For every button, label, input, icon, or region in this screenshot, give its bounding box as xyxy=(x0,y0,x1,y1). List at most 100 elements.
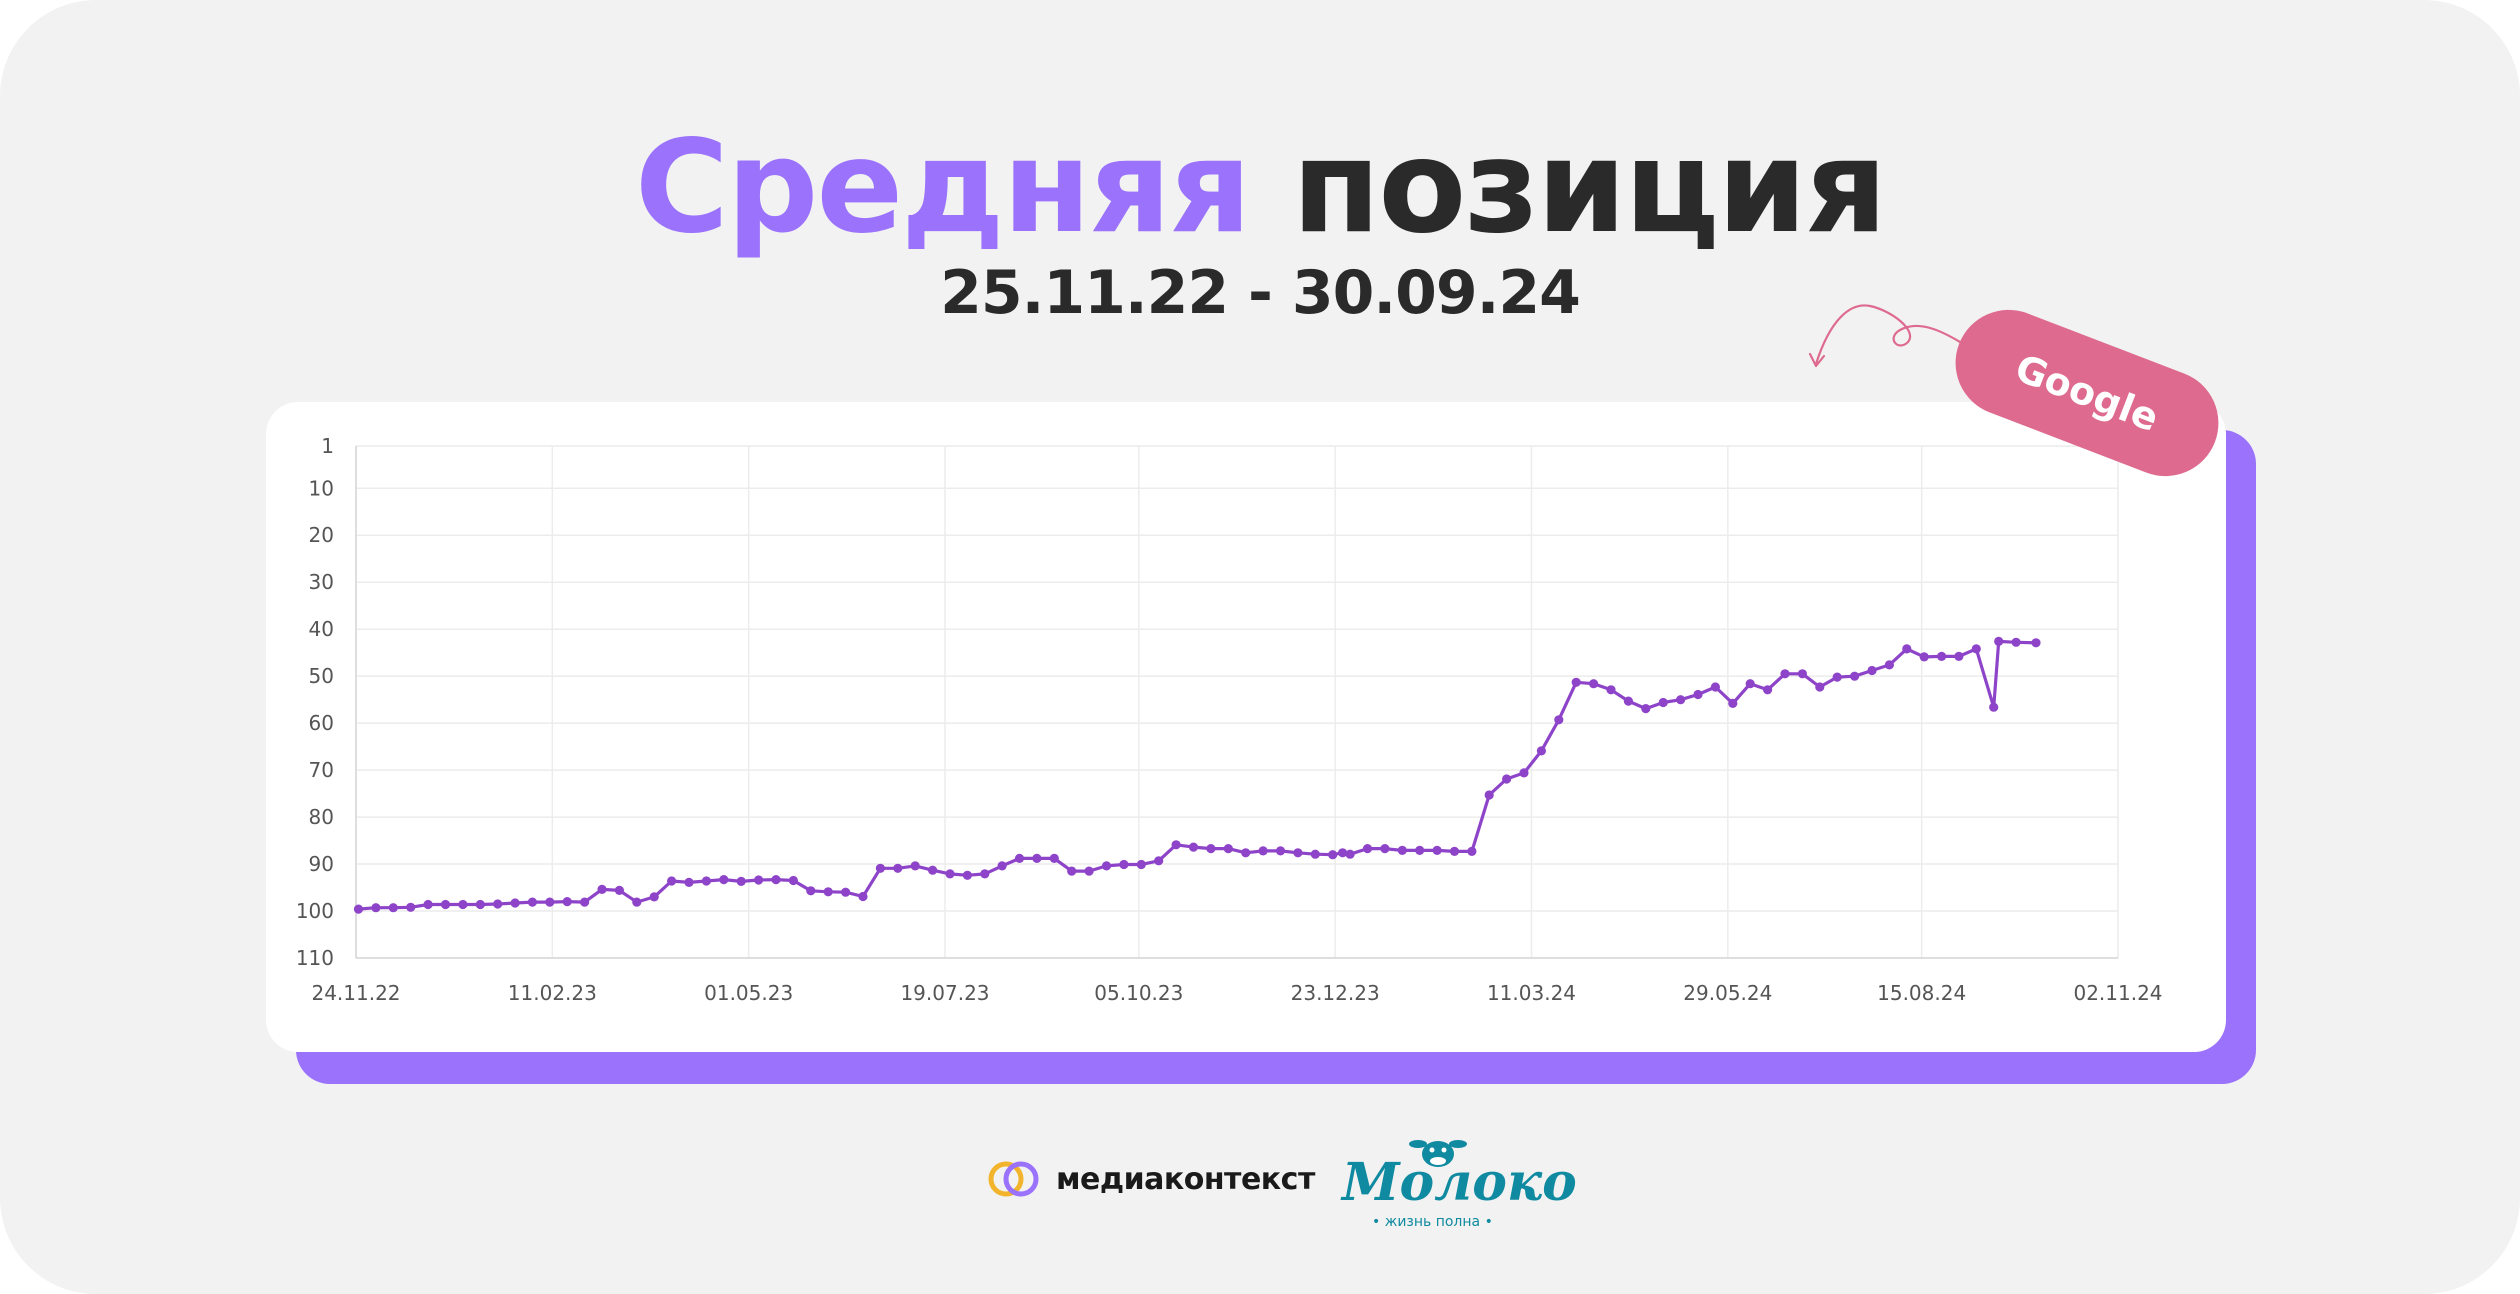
data-point xyxy=(1763,685,1773,695)
data-point xyxy=(1902,644,1912,654)
data-point xyxy=(406,902,416,912)
data-point xyxy=(1014,853,1025,863)
data-point xyxy=(1693,689,1703,700)
data-point xyxy=(1119,859,1129,870)
data-point xyxy=(1206,844,1216,854)
data-point xyxy=(910,861,920,871)
data-point xyxy=(1994,636,2004,646)
y-tick-label: 40 xyxy=(309,617,334,641)
data-point xyxy=(1728,698,1738,708)
x-tick-label: 11.02.23 xyxy=(508,981,597,1005)
y-tick-label: 100 xyxy=(296,899,334,923)
data-point xyxy=(1171,840,1181,850)
data-point xyxy=(545,897,555,907)
data-point xyxy=(1850,671,1860,681)
data-point xyxy=(1154,856,1164,866)
data-point xyxy=(1676,695,1686,705)
y-tick-label: 20 xyxy=(309,523,334,547)
data-point xyxy=(1328,850,1338,860)
data-point xyxy=(1049,853,1059,863)
data-point xyxy=(1293,848,1303,858)
y-tick-label: 90 xyxy=(309,852,334,876)
data-point xyxy=(1258,846,1268,856)
data-point xyxy=(1484,790,1494,800)
data-point xyxy=(719,875,729,885)
x-tick-label: 01.05.23 xyxy=(704,981,793,1005)
data-point xyxy=(1623,696,1633,706)
data-point xyxy=(475,899,485,910)
data-point xyxy=(962,870,973,880)
y-tick-label: 60 xyxy=(309,711,334,735)
title-accent-word: Средняя xyxy=(634,113,1252,262)
data-point xyxy=(1338,848,1348,858)
data-point xyxy=(945,869,955,879)
data-point xyxy=(858,891,868,902)
data-point xyxy=(1362,844,1373,854)
data-point xyxy=(614,885,624,895)
data-point xyxy=(632,897,642,907)
data-point xyxy=(1275,846,1286,856)
data-point xyxy=(580,897,590,907)
data-point xyxy=(823,887,833,897)
data-point xyxy=(1380,844,1390,854)
logo-mediacontext: медиаконтекст xyxy=(986,1154,1315,1204)
logo-moloko: Молоко • жизнь полна • xyxy=(1338,1132,1577,1232)
y-tick-label: 70 xyxy=(309,758,334,782)
data-point xyxy=(2031,638,2041,648)
data-point xyxy=(736,876,746,886)
data-point xyxy=(1310,849,1320,859)
data-point xyxy=(1884,660,1894,670)
data-point xyxy=(423,899,433,910)
data-point xyxy=(1815,682,1825,692)
x-tick-label: 19.07.23 xyxy=(900,981,989,1005)
data-point xyxy=(353,904,364,914)
data-point xyxy=(562,897,572,907)
date-range: 25.11.22 - 30.09.24 xyxy=(940,258,1581,328)
data-point xyxy=(1971,644,1981,654)
data-point xyxy=(1188,842,1199,852)
data-point xyxy=(684,877,694,887)
data-point xyxy=(841,887,851,897)
data-point xyxy=(980,869,990,879)
data-point xyxy=(788,875,799,886)
brand-left-name: медиаконтекст xyxy=(1056,1161,1315,1197)
data-point xyxy=(1467,846,1477,856)
data-point xyxy=(1989,702,1999,712)
x-tick-label: 05.10.23 xyxy=(1094,981,1183,1005)
brand-right-tagline: • жизнь полна • xyxy=(1372,1214,1493,1230)
data-point xyxy=(701,876,711,886)
x-tick-label: 15.08.24 xyxy=(1877,981,1966,1005)
data-point xyxy=(1536,746,1546,756)
data-point xyxy=(667,876,677,886)
data-point xyxy=(1606,685,1616,695)
data-point xyxy=(806,886,816,896)
data-point xyxy=(649,892,659,902)
rings-logo-icon xyxy=(988,1161,1039,1197)
y-tick-label: 10 xyxy=(309,476,334,500)
x-tick-label: 23.12.23 xyxy=(1291,981,1380,1005)
x-tick-label: 11.03.24 xyxy=(1487,981,1576,1005)
data-point xyxy=(1710,682,1720,692)
data-point xyxy=(1658,697,1668,708)
series-line xyxy=(358,639,2037,911)
y-tick-label: 1 xyxy=(321,434,334,458)
data-point xyxy=(493,899,503,909)
data-point xyxy=(510,898,520,908)
data-point xyxy=(1345,849,1355,859)
data-point xyxy=(1502,774,1512,784)
data-point xyxy=(754,875,764,885)
data-point xyxy=(997,861,1007,871)
y-tick-label: 80 xyxy=(309,805,334,829)
data-point xyxy=(771,875,781,885)
data-point xyxy=(440,899,451,910)
data-point xyxy=(1432,845,1442,855)
data-point xyxy=(893,863,903,873)
data-point xyxy=(1415,845,1425,855)
data-point xyxy=(928,865,938,875)
data-point xyxy=(1919,652,1929,662)
data-point xyxy=(1797,669,1807,679)
title-main-word: позиция xyxy=(1291,113,1887,262)
data-point xyxy=(1084,866,1094,876)
data-point xyxy=(1954,651,1964,661)
